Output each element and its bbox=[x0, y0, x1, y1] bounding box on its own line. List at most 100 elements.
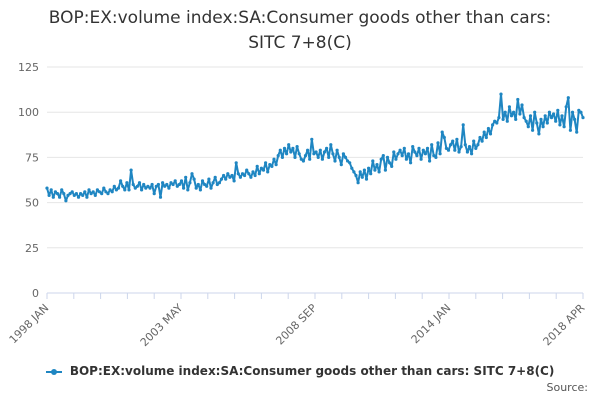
data-point bbox=[509, 114, 514, 118]
data-point bbox=[114, 188, 118, 192]
data-point bbox=[474, 146, 478, 150]
data-point bbox=[301, 159, 305, 163]
data-point bbox=[539, 117, 543, 121]
x-tick-label: 2014 JAN bbox=[409, 301, 454, 346]
data-point bbox=[76, 195, 81, 199]
data-point bbox=[148, 186, 152, 190]
data-point bbox=[282, 146, 287, 150]
data-point bbox=[476, 143, 480, 147]
data-point bbox=[161, 181, 165, 185]
data-point bbox=[270, 164, 274, 168]
data-point bbox=[249, 175, 253, 179]
data-point bbox=[533, 110, 537, 114]
chart-legend[interactable]: BOP:EX:volume index:SA:Consumer goods ot… bbox=[0, 364, 600, 378]
data-point bbox=[169, 181, 173, 185]
data-point bbox=[182, 186, 186, 190]
data-point bbox=[449, 143, 453, 147]
data-point bbox=[350, 166, 354, 170]
data-point bbox=[83, 190, 87, 194]
data-point bbox=[579, 110, 583, 114]
data-point bbox=[406, 152, 411, 156]
data-point bbox=[259, 166, 263, 170]
data-point bbox=[552, 112, 556, 116]
data-point bbox=[438, 152, 442, 156]
data-point bbox=[255, 164, 259, 168]
data-point bbox=[320, 157, 324, 161]
data-point bbox=[394, 157, 398, 161]
data-point bbox=[194, 186, 198, 190]
data-point bbox=[230, 173, 234, 178]
data-point bbox=[110, 190, 114, 194]
data-point bbox=[568, 128, 573, 132]
y-tick-label: 100 bbox=[18, 106, 39, 119]
data-point bbox=[240, 172, 245, 176]
data-point bbox=[207, 177, 211, 181]
data-point bbox=[152, 192, 156, 196]
data-point bbox=[119, 179, 123, 183]
y-tick-label: 0 bbox=[32, 287, 39, 300]
data-point bbox=[175, 184, 179, 188]
data-point bbox=[566, 96, 570, 100]
data-point bbox=[154, 184, 158, 188]
data-point bbox=[196, 182, 200, 187]
data-point bbox=[278, 148, 282, 152]
data-point bbox=[156, 182, 160, 187]
data-point bbox=[484, 135, 488, 140]
data-point bbox=[51, 195, 55, 199]
data-point bbox=[106, 192, 110, 196]
data-point bbox=[333, 159, 337, 163]
chart-title-line-1: BOP:EX:volume index:SA:Consumer goods ot… bbox=[48, 8, 552, 28]
data-point bbox=[127, 188, 131, 192]
legend-marker-dot bbox=[50, 368, 57, 375]
data-point bbox=[198, 188, 202, 192]
data-point bbox=[554, 119, 558, 123]
data-point bbox=[238, 175, 242, 179]
data-point bbox=[131, 182, 135, 187]
data-point bbox=[297, 152, 301, 156]
data-point bbox=[425, 146, 430, 150]
y-tick-label: 50 bbox=[25, 197, 39, 210]
data-point bbox=[524, 119, 528, 123]
data-point bbox=[97, 190, 102, 194]
data-point bbox=[89, 192, 93, 196]
data-point bbox=[404, 157, 408, 161]
data-point bbox=[45, 186, 49, 190]
data-point bbox=[493, 119, 497, 123]
data-point bbox=[463, 143, 467, 147]
data-point bbox=[413, 150, 417, 154]
data-point bbox=[545, 121, 549, 125]
data-point bbox=[428, 159, 432, 163]
data-point bbox=[371, 159, 375, 163]
data-point bbox=[369, 172, 373, 176]
data-point bbox=[264, 161, 268, 165]
data-point bbox=[511, 110, 516, 114]
data-point bbox=[133, 186, 137, 190]
data-point bbox=[285, 152, 289, 156]
data-point bbox=[417, 146, 421, 150]
data-point bbox=[179, 179, 184, 183]
data-point bbox=[274, 163, 278, 167]
data-point bbox=[226, 172, 230, 176]
data-point bbox=[325, 146, 329, 150]
data-point bbox=[385, 155, 390, 159]
data-point bbox=[228, 175, 232, 179]
data-point bbox=[266, 170, 270, 174]
data-point bbox=[575, 130, 579, 134]
data-point bbox=[272, 157, 276, 161]
data-point bbox=[564, 105, 568, 109]
data-point bbox=[354, 173, 358, 178]
data-point bbox=[362, 168, 366, 172]
data-point bbox=[358, 170, 362, 174]
data-point bbox=[200, 179, 205, 183]
data-point bbox=[224, 177, 228, 181]
data-point bbox=[356, 181, 360, 185]
data-point bbox=[303, 154, 308, 158]
chart-title: BOP:EX:volume index:SA:Consumer goods ot… bbox=[0, 6, 600, 56]
data-point bbox=[457, 150, 461, 154]
data-point bbox=[87, 188, 91, 192]
data-point bbox=[472, 139, 476, 143]
data-point bbox=[558, 123, 562, 127]
data-point bbox=[312, 152, 316, 156]
x-tick-label: 2003 MAY bbox=[138, 301, 186, 349]
